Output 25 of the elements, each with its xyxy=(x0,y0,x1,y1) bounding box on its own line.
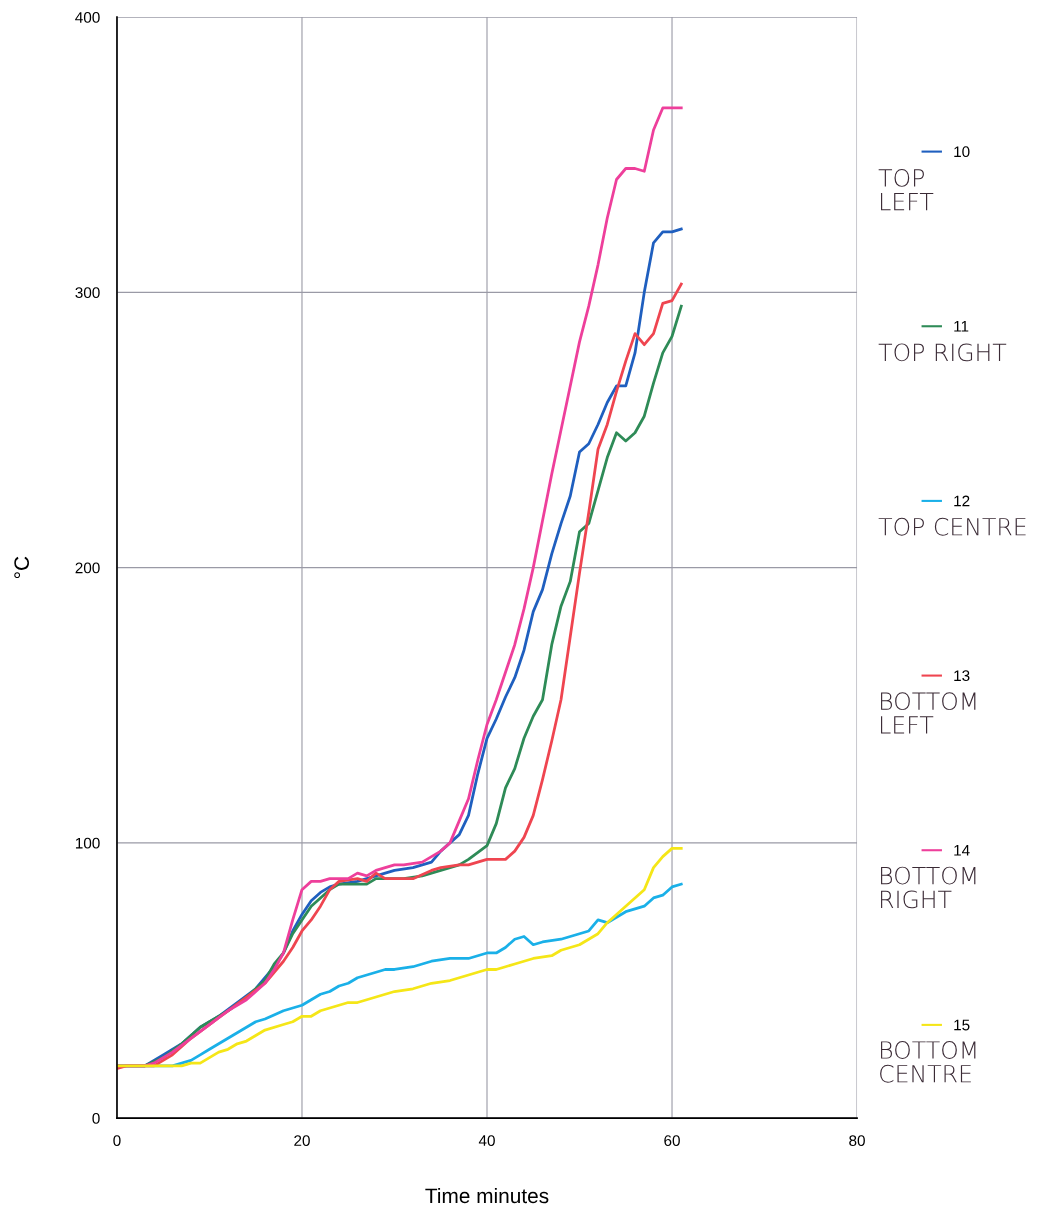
x-tick-label: 40 xyxy=(478,1135,495,1147)
y-tick-label: 400 xyxy=(75,11,100,23)
text: BOTTOM LEFT xyxy=(881,692,976,734)
x-axis-title: Time minutes xyxy=(425,1187,549,1204)
text: TOP LEFT xyxy=(878,169,934,211)
y-tick-label: 200 xyxy=(75,562,100,574)
y-axis-title: °C xyxy=(14,556,30,579)
x-tick-label: 80 xyxy=(849,1135,865,1147)
y-tick-label: 100 xyxy=(75,837,100,849)
legend-label: 13 xyxy=(954,670,970,682)
legend-label: 12 xyxy=(954,495,970,507)
text: BOTTOM CENTRE xyxy=(880,1041,976,1083)
x-tick-label: 20 xyxy=(294,1135,310,1147)
legend-label: 15 xyxy=(954,1019,970,1031)
text: TOP CENTRE xyxy=(878,517,1026,536)
y-tick-label: 0 xyxy=(92,1113,100,1124)
x-tick-label: 60 xyxy=(664,1135,680,1147)
legend-label: 11 xyxy=(954,321,969,332)
text: BOTTOM RIGHT xyxy=(881,866,976,909)
text: TOP RIGHT xyxy=(878,343,1007,362)
line-series xyxy=(116,846,683,1068)
legend-label: 10 xyxy=(954,146,970,158)
x-tick-label: 0 xyxy=(113,1135,121,1147)
legend-label: 14 xyxy=(954,845,970,856)
y-tick-label: 300 xyxy=(75,287,100,299)
